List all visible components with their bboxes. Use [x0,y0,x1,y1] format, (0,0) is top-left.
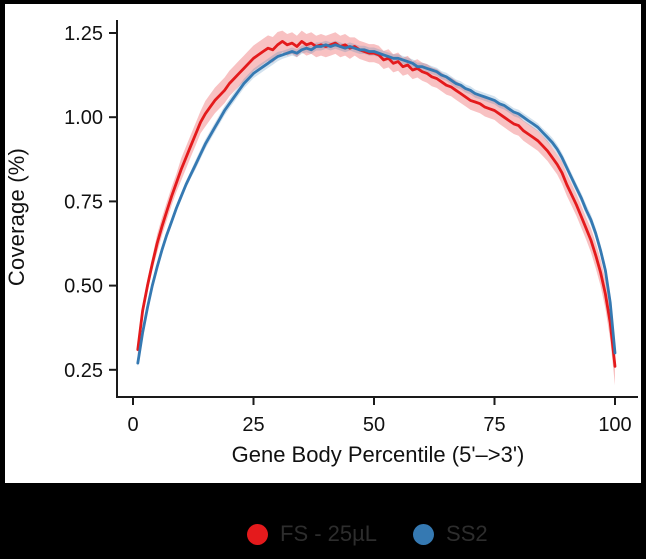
x-axis-title: Gene Body Percentile (5'–>3') [231,442,525,467]
line-FS - 25µL [136,40,617,368]
legend-item-fs-25ul: FS - 25µL [247,521,377,547]
y-tick-label: 0.75 [64,191,103,213]
legend-dot-fs-25ul-icon [247,523,268,545]
x-tick-label: 100 [598,414,631,436]
legend-dot-ss2-icon [413,523,435,545]
chart-legend: FS - 25µL SS2 [247,519,488,549]
legend-label-fs-25ul: FS - 25µL [280,521,378,546]
x-tick-label: 25 [242,414,264,436]
ribbon-FS - 25µL [137,30,616,386]
x-tick-label: 50 [363,414,385,436]
legend-label-ss2: SS2 [446,521,488,546]
ribbon-SS2 [137,40,616,368]
y-tick-label: 1.00 [64,107,103,129]
legend-item-ss2: SS2 [413,521,488,547]
line-SS2 [136,43,617,365]
y-tick-label: 0.50 [64,276,103,298]
y-axis-title: Coverage (%) [4,147,29,287]
x-tick-label: 0 [127,414,138,436]
y-tick-label: 1.25 [64,23,103,45]
y-tick-label: 0.25 [64,360,103,382]
plot-panel: 0.25 0.50 0.75 1.00 1.25 0 25 50 75 100 Coverage … [4,4,641,483]
coverage-chart: 0.25 0.50 0.75 1.00 1.25 0 25 50 75 100 [64,20,638,436]
x-tick-label: 75 [483,414,505,436]
